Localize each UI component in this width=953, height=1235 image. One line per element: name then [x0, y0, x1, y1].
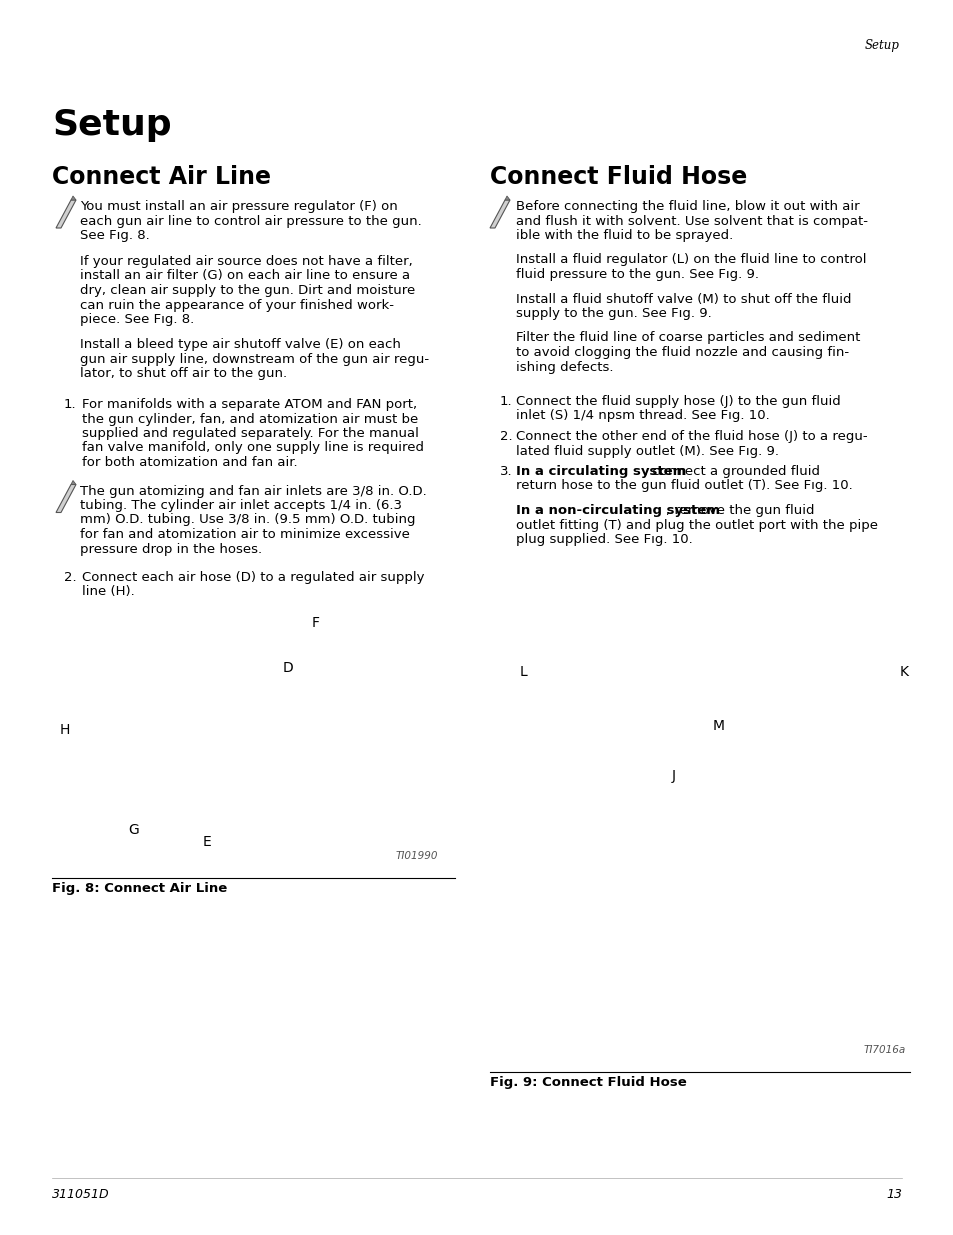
- Text: , remove the gun fluid: , remove the gun fluid: [665, 504, 814, 517]
- Text: Connect the other end of the fluid hose (J) to a regu-: Connect the other end of the fluid hose …: [516, 430, 866, 443]
- Text: TI01990: TI01990: [395, 851, 437, 861]
- Text: ible with the fluid to be sprayed.: ible with the fluid to be sprayed.: [516, 228, 733, 242]
- Text: K: K: [899, 664, 908, 679]
- Text: install an air filter (G) on each air line to ensure a: install an air filter (G) on each air li…: [80, 269, 410, 283]
- Polygon shape: [71, 480, 76, 484]
- Text: If your regulated air source does not have a filter,: If your regulated air source does not ha…: [80, 254, 413, 268]
- Polygon shape: [56, 200, 76, 228]
- Polygon shape: [504, 196, 510, 200]
- Text: dry, clean air supply to the gun. Dirt and moisture: dry, clean air supply to the gun. Dirt a…: [80, 284, 415, 296]
- Text: 2.: 2.: [499, 430, 512, 443]
- Polygon shape: [56, 484, 76, 513]
- Text: line (H).: line (H).: [82, 585, 134, 599]
- Polygon shape: [71, 196, 76, 200]
- Text: 311051D: 311051D: [52, 1188, 110, 1202]
- Text: The gun atomizing and fan air inlets are 3/8 in. O.D.: The gun atomizing and fan air inlets are…: [80, 484, 426, 498]
- Text: J: J: [671, 769, 676, 783]
- Text: Connect Air Line: Connect Air Line: [52, 165, 271, 189]
- Text: Filter the fluid line of coarse particles and sediment: Filter the fluid line of coarse particle…: [516, 331, 860, 345]
- Text: In a non-circulating system: In a non-circulating system: [516, 504, 720, 517]
- Text: each gun air line to control air pressure to the gun.: each gun air line to control air pressur…: [80, 215, 421, 227]
- Text: Setup: Setup: [864, 38, 899, 52]
- Text: 13: 13: [885, 1188, 901, 1202]
- Text: Install a fluid regulator (L) on the fluid line to control: Install a fluid regulator (L) on the flu…: [516, 253, 865, 267]
- Text: 2.: 2.: [64, 571, 76, 584]
- Text: fluid pressure to the gun. See Fıg. 9.: fluid pressure to the gun. See Fıg. 9.: [516, 268, 759, 282]
- Text: the gun cylinder, fan, and atomization air must be: the gun cylinder, fan, and atomization a…: [82, 412, 417, 426]
- Text: ishing defects.: ishing defects.: [516, 361, 613, 373]
- Text: 1.: 1.: [64, 398, 76, 411]
- Text: plug supplied. See Fıg. 10.: plug supplied. See Fıg. 10.: [516, 534, 692, 546]
- Text: can ruin the appearance of your finished work-: can ruin the appearance of your finished…: [80, 299, 394, 311]
- Text: tubing. The cylinder air inlet accepts 1/4 in. (6.3: tubing. The cylinder air inlet accepts 1…: [80, 499, 401, 513]
- Text: pressure drop in the hoses.: pressure drop in the hoses.: [80, 542, 262, 556]
- Text: mm) O.D. tubing. Use 3/8 in. (9.5 mm) O.D. tubing: mm) O.D. tubing. Use 3/8 in. (9.5 mm) O.…: [80, 514, 416, 526]
- Text: Connect Fluid Hose: Connect Fluid Hose: [490, 165, 746, 189]
- Text: For manifolds with a separate ATOM and FAN port,: For manifolds with a separate ATOM and F…: [82, 398, 416, 411]
- Text: inlet (S) 1/4 npsm thread. See Fıg. 10.: inlet (S) 1/4 npsm thread. See Fıg. 10.: [516, 410, 769, 422]
- Text: Fig. 8: Connect Air Line: Fig. 8: Connect Air Line: [52, 882, 227, 895]
- Text: lator, to shut off air to the gun.: lator, to shut off air to the gun.: [80, 367, 287, 380]
- Text: D: D: [283, 661, 294, 676]
- Polygon shape: [490, 200, 510, 228]
- Text: Connect the fluid supply hose (J) to the gun fluid: Connect the fluid supply hose (J) to the…: [516, 395, 840, 408]
- Text: L: L: [519, 664, 527, 679]
- Text: Connect each air hose (D) to a regulated air supply: Connect each air hose (D) to a regulated…: [82, 571, 424, 584]
- Text: for both atomization and fan air.: for both atomization and fan air.: [82, 456, 297, 469]
- Text: TI7016a: TI7016a: [862, 1045, 905, 1055]
- Text: F: F: [312, 616, 319, 630]
- Text: piece. See Fıg. 8.: piece. See Fıg. 8.: [80, 312, 194, 326]
- Text: G: G: [128, 823, 138, 837]
- Text: In a circulating system: In a circulating system: [516, 466, 685, 478]
- Text: lated fluid supply outlet (M). See Fıg. 9.: lated fluid supply outlet (M). See Fıg. …: [516, 445, 779, 457]
- Text: See Fıg. 8.: See Fıg. 8.: [80, 228, 150, 242]
- Text: M: M: [712, 719, 724, 734]
- Text: Fig. 9: Connect Fluid Hose: Fig. 9: Connect Fluid Hose: [490, 1076, 686, 1089]
- Text: gun air supply line, downstream of the gun air regu-: gun air supply line, downstream of the g…: [80, 352, 429, 366]
- Text: supplied and regulated separately. For the manual: supplied and regulated separately. For t…: [82, 427, 418, 440]
- Text: Install a fluid shutoff valve (M) to shut off the fluid: Install a fluid shutoff valve (M) to shu…: [516, 293, 851, 305]
- Text: H: H: [60, 722, 71, 737]
- Text: You must install an air pressure regulator (F) on: You must install an air pressure regulat…: [80, 200, 397, 212]
- Text: , connect a grounded fluid: , connect a grounded fluid: [643, 466, 819, 478]
- Text: for fan and atomization air to minimize excessive: for fan and atomization air to minimize …: [80, 529, 410, 541]
- Text: and flush it with solvent. Use solvent that is compat-: and flush it with solvent. Use solvent t…: [516, 215, 867, 227]
- Text: return hose to the gun fluid outlet (T). See Fıg. 10.: return hose to the gun fluid outlet (T).…: [516, 479, 852, 493]
- Text: outlet fitting (T) and plug the outlet port with the pipe: outlet fitting (T) and plug the outlet p…: [516, 519, 877, 531]
- Text: Setup: Setup: [52, 107, 172, 142]
- Text: Install a bleed type air shutoff valve (E) on each: Install a bleed type air shutoff valve (…: [80, 338, 400, 351]
- Text: to avoid clogging the fluid nozzle and causing fin-: to avoid clogging the fluid nozzle and c…: [516, 346, 848, 359]
- Text: 1.: 1.: [499, 395, 512, 408]
- Text: Before connecting the fluid line, blow it out with air: Before connecting the fluid line, blow i…: [516, 200, 859, 212]
- Text: 3.: 3.: [499, 466, 512, 478]
- Text: E: E: [203, 835, 212, 848]
- Text: supply to the gun. See Fıg. 9.: supply to the gun. See Fıg. 9.: [516, 308, 711, 320]
- Text: fan valve manifold, only one supply line is required: fan valve manifold, only one supply line…: [82, 441, 423, 454]
